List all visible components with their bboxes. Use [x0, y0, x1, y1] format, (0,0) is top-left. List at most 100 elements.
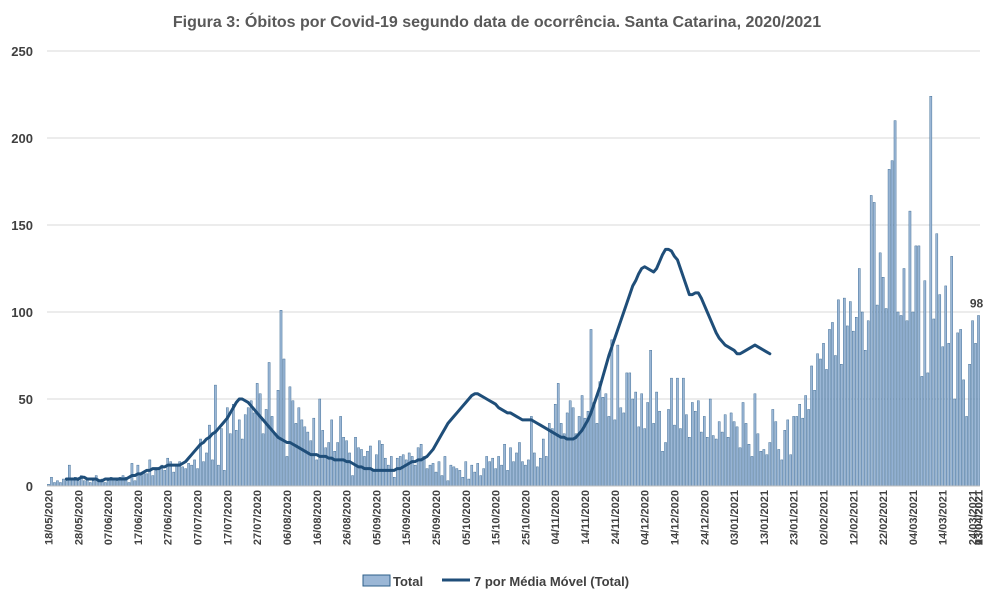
x-tick-label: 22/02/2021	[878, 490, 890, 545]
x-tick-label: 23/04/2021	[974, 490, 986, 545]
x-tick-label: 03/01/2021	[729, 490, 741, 545]
bar	[324, 447, 327, 487]
bar	[568, 400, 572, 487]
bar	[711, 435, 715, 487]
bar	[181, 466, 184, 487]
bar	[664, 442, 667, 487]
bar	[852, 330, 855, 487]
bar	[503, 444, 506, 487]
bar	[959, 329, 962, 487]
legend-label-total: Total	[393, 574, 423, 589]
bar	[747, 444, 751, 487]
bar	[789, 454, 792, 487]
bar	[953, 398, 956, 487]
bar	[881, 277, 885, 487]
bar	[795, 416, 798, 487]
bar	[759, 451, 763, 487]
bar	[336, 442, 339, 487]
bar	[562, 433, 566, 487]
bar	[792, 416, 795, 487]
bar	[315, 459, 319, 487]
bar	[270, 416, 274, 487]
bar	[351, 475, 354, 487]
bar	[536, 466, 539, 487]
bar	[905, 320, 909, 487]
bar	[240, 438, 244, 487]
bar	[68, 464, 71, 487]
bar	[255, 383, 259, 487]
bar	[750, 456, 754, 487]
bar	[485, 456, 488, 487]
bar	[449, 464, 453, 487]
bar	[422, 456, 426, 487]
bar	[300, 419, 304, 487]
bar	[634, 391, 637, 487]
bar	[476, 463, 480, 487]
y-tick-label: 50	[19, 392, 33, 407]
bar	[273, 433, 277, 487]
bar	[774, 421, 778, 487]
bar	[172, 471, 175, 487]
bar	[261, 433, 265, 487]
bar	[62, 478, 65, 487]
bar	[828, 329, 831, 487]
bar	[500, 464, 503, 487]
bar	[246, 407, 250, 487]
bar	[902, 268, 906, 487]
bar	[77, 480, 80, 487]
bar	[816, 353, 819, 487]
bar	[947, 343, 950, 487]
bar	[425, 468, 429, 487]
bar	[822, 343, 825, 487]
bar	[744, 423, 748, 487]
bar	[574, 433, 578, 487]
bar	[700, 431, 703, 487]
y-tick-label: 100	[11, 305, 33, 320]
legend: Total 7 por Média Móvel (Total)	[362, 574, 629, 589]
bar	[157, 468, 161, 487]
bar	[780, 459, 784, 487]
bar	[708, 398, 712, 487]
bar	[831, 322, 834, 487]
bar	[896, 311, 900, 487]
bar	[282, 358, 286, 487]
bar	[372, 470, 375, 487]
bar	[407, 452, 411, 487]
bar	[139, 475, 143, 487]
bar	[455, 468, 459, 487]
bar	[717, 421, 721, 487]
bar	[491, 457, 494, 487]
bar	[196, 468, 199, 487]
bar	[846, 325, 849, 487]
bar	[965, 416, 968, 487]
bar	[509, 447, 512, 487]
bar	[643, 428, 646, 487]
bar	[321, 430, 324, 487]
bar	[363, 456, 366, 487]
bar	[464, 461, 468, 487]
bar	[703, 416, 706, 487]
bar	[428, 464, 432, 487]
bar	[166, 457, 169, 487]
bar	[232, 404, 235, 487]
data-label-last: 98	[970, 296, 984, 310]
bar	[810, 365, 813, 487]
bar	[771, 409, 775, 487]
bar	[285, 456, 289, 487]
x-axis-ticks: 18/05/2020 28/05/2020 07/06/2020 17/06/2020…	[43, 490, 985, 545]
bar	[294, 423, 298, 487]
bar	[88, 482, 92, 487]
bar	[437, 461, 441, 487]
bar	[190, 464, 193, 487]
x-tick-label: 25/10/2020	[520, 490, 532, 545]
bar	[932, 318, 936, 487]
bar	[595, 423, 599, 487]
bar	[604, 393, 608, 487]
bar	[610, 339, 614, 487]
bar	[834, 355, 837, 487]
moving-average-line	[64, 247, 772, 483]
bar	[461, 477, 465, 487]
bar	[971, 320, 974, 487]
bar	[622, 412, 626, 487]
bar	[768, 442, 772, 487]
